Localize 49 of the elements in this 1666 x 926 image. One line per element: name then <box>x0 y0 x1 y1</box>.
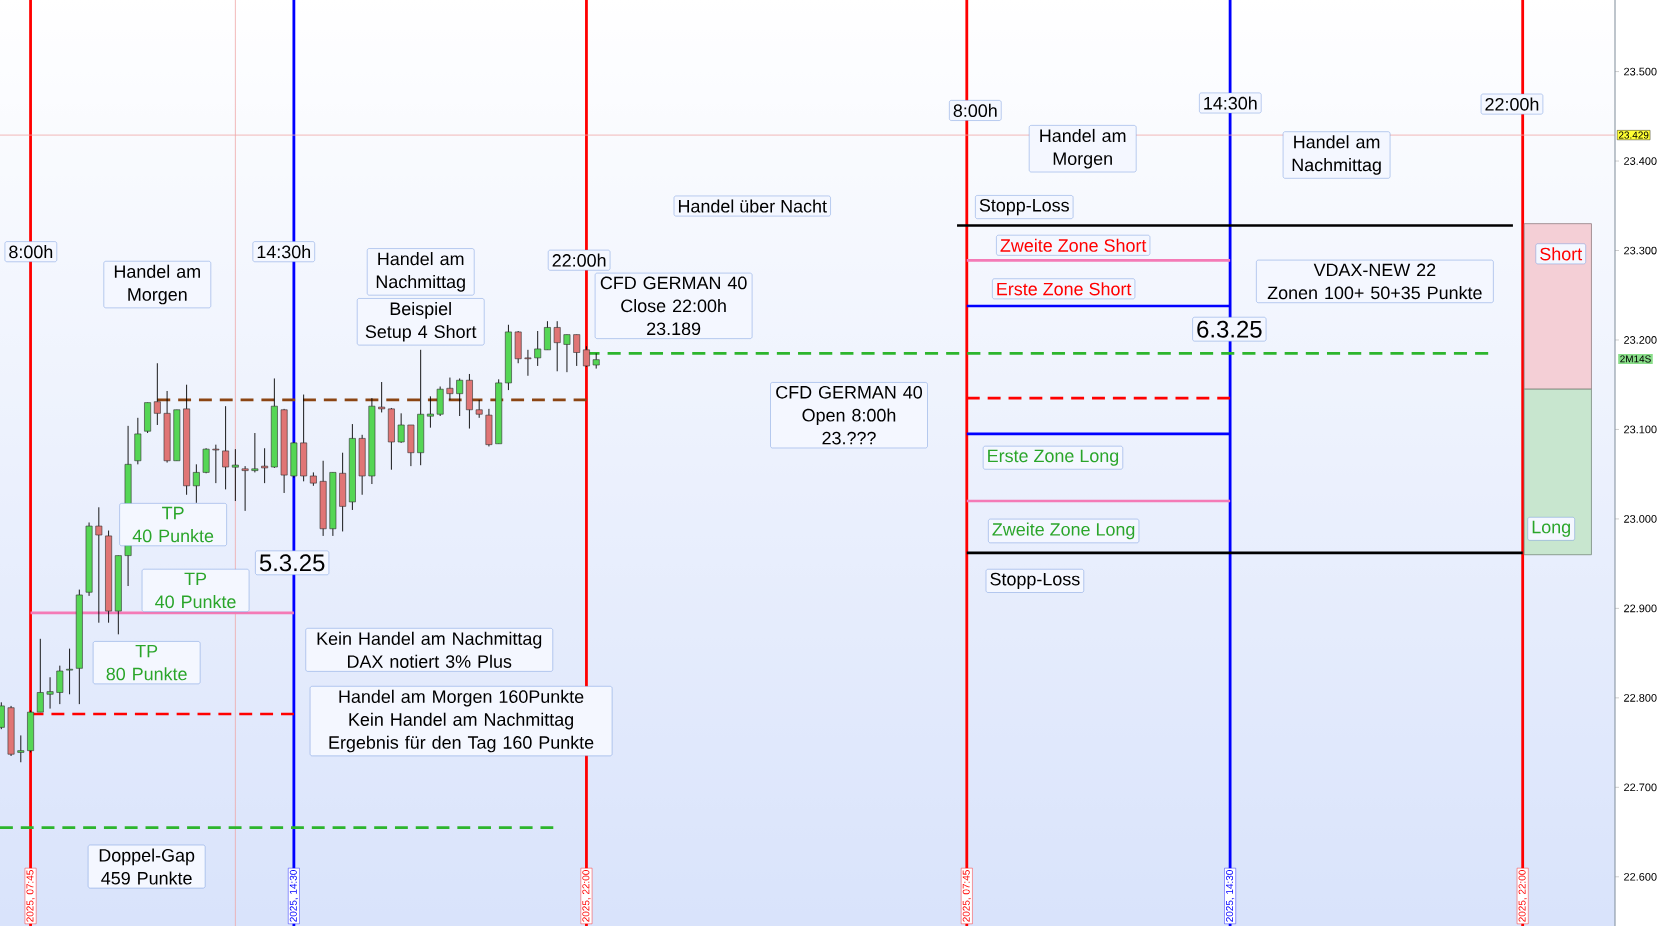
annotation: 5.3.25 <box>259 554 325 572</box>
ref-line-label: 23.429 <box>1618 131 1649 139</box>
annotation: Handel am Nachmittag <box>376 252 465 292</box>
annotation: TP 80 Punkte <box>106 644 187 681</box>
x-tick-label: 2025, 22:00 <box>582 870 591 922</box>
annotation: 22:00h <box>552 253 606 267</box>
annotation: Kein Handel am Nachmittag DAX notiert 3% Plus <box>317 631 542 668</box>
y-tick-label: 23.100 <box>1624 425 1657 434</box>
annotation: Stopp-Loss <box>990 572 1080 589</box>
annotation: Handel am Morgen <box>1040 128 1126 169</box>
y-tick-label: 22.600 <box>1624 872 1657 881</box>
annotation: Zweite Zone Short <box>1000 238 1147 252</box>
y-tick-label: 22.900 <box>1624 604 1657 613</box>
annotation: Doppel-Gap 459 Punkte <box>99 848 195 885</box>
x-tick-label: 2025, 07:45 <box>962 870 971 922</box>
annotation: TP 40 Punkte <box>132 506 214 543</box>
y-tick-label: 23.200 <box>1624 336 1657 344</box>
annotation: Beispiel Setup 4 Short <box>365 301 477 342</box>
annotation: 22:00h <box>1485 97 1539 111</box>
annotation: 6.3.25 <box>1197 320 1262 338</box>
y-tick-label: 22.800 <box>1624 693 1657 702</box>
x-tick-label: 2025, 22:00 <box>1518 870 1527 922</box>
annotation: Handel über Nacht <box>678 199 827 213</box>
annotation: Erste Zone Short <box>997 282 1132 296</box>
x-tick-label: 2025, 14:30 <box>1226 870 1235 922</box>
y-tick-label: 23.300 <box>1624 246 1657 255</box>
annotation: Handel am Morgen 160Punkte Kein Handel am Nachmittag Ergebnis für den Tag 160 Punkte <box>329 689 594 753</box>
text: 2M14S <box>1620 355 1651 363</box>
annotation: 8:00h <box>953 103 997 118</box>
annotation: 14:30h <box>1204 96 1257 110</box>
annotation: TP 40 Punkte <box>155 572 236 609</box>
annotation: 14:30h <box>257 245 311 259</box>
annotation: CFD GERMAN 40 Open 8:00h 23.??? <box>776 385 923 445</box>
x-tick-label: 2025, 07:45 <box>26 870 35 922</box>
annotation: Stopp-Loss <box>979 198 1069 216</box>
annotation: VDAX-NEW 22 Zonen 100+ 50+35 Punkte <box>1267 263 1482 300</box>
y-tick-label: 22.700 <box>1624 783 1657 792</box>
y-tick-label: 23.400 <box>1624 157 1657 165</box>
x-tick-label: 2025, 14:30 <box>289 870 298 922</box>
annotation: Erste Zone Long <box>988 449 1119 466</box>
annotation: Handel am Nachmittag <box>1292 135 1381 175</box>
annotation: CFD GERMAN 40 Close 22:00h 23.189 <box>600 276 747 336</box>
annotation: Handel am Morgen <box>114 264 200 305</box>
annotation: Short <box>1540 247 1583 261</box>
y-tick-label: 23.500 <box>1624 67 1657 76</box>
annotation: 8:00h <box>9 245 53 259</box>
y-tick-label: 23.000 <box>1624 515 1657 523</box>
annotation: Zweite Zone Long <box>992 522 1135 540</box>
annotation: Long <box>1532 520 1570 537</box>
